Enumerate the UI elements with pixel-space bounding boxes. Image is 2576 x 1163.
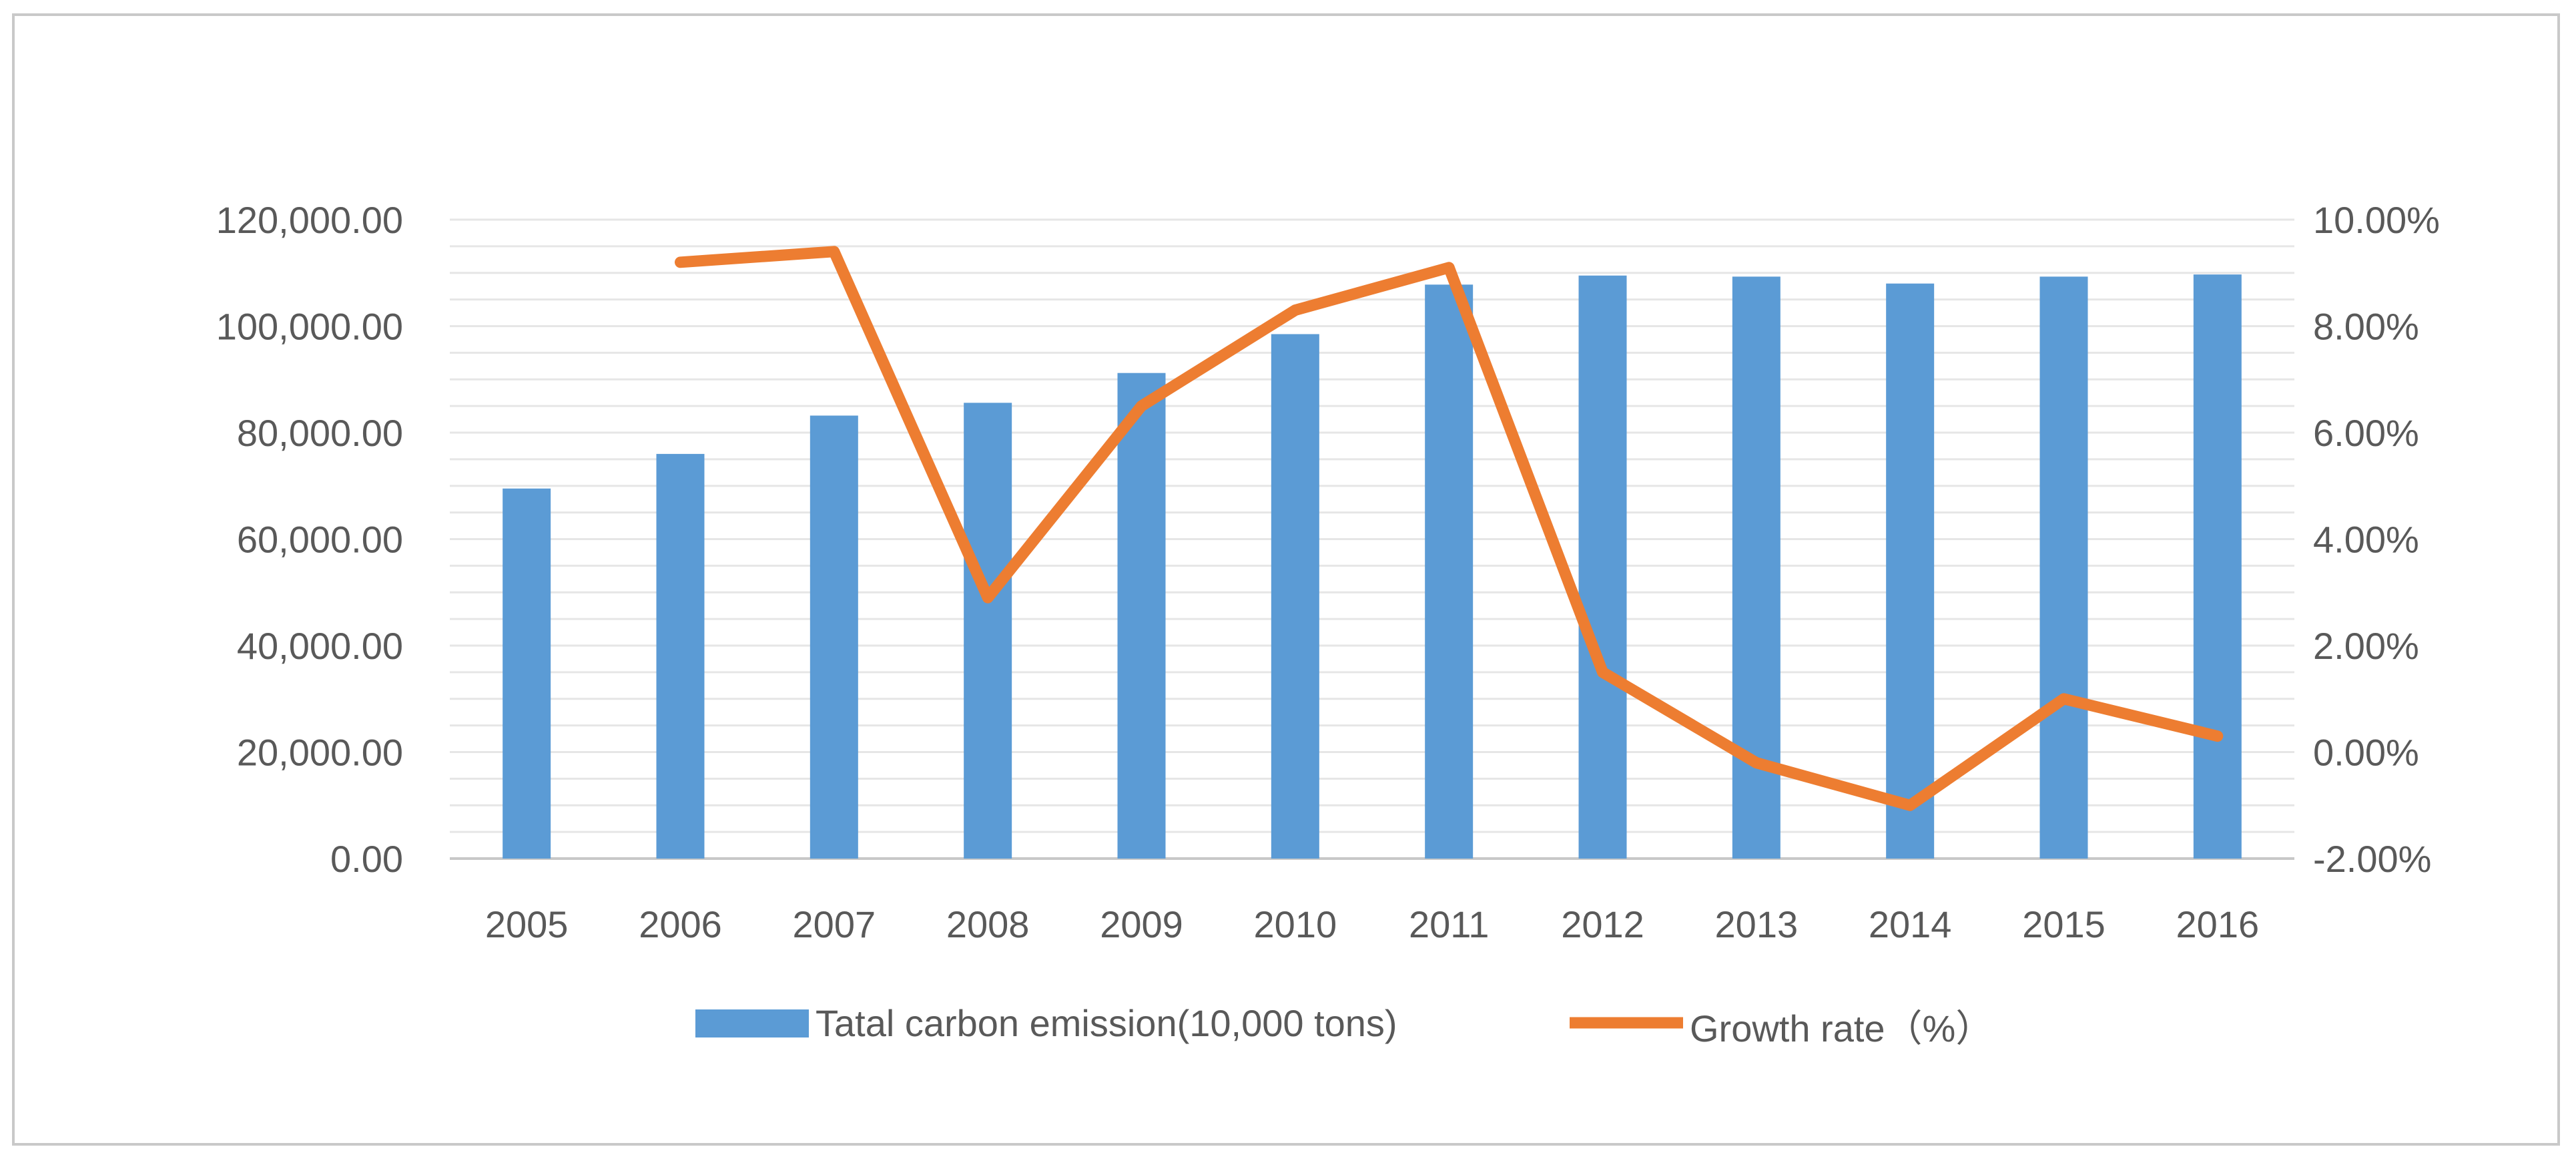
y-right-tick-label: 10.00% [2313, 199, 2440, 241]
chart-frame: 0.00 20,000.00 40,000.00 60,000.00 80,000.00… [12, 13, 2560, 1146]
y-left-tick-label: 40,000.00 [237, 625, 403, 667]
x-tick-label: 2015 [2022, 903, 2106, 945]
bar-2012 [1578, 275, 1627, 859]
line-point-2009 [1141, 405, 1142, 407]
x-tick-label: 2005 [485, 903, 569, 945]
bar-2009 [1117, 373, 1166, 859]
bar-2010 [1271, 334, 1319, 859]
bar-2016 [2193, 274, 2242, 859]
y-left-tick-label: 100,000.00 [216, 306, 403, 348]
line-series [675, 246, 2224, 811]
combo-chart: 0.00 20,000.00 40,000.00 60,000.00 80,000.00… [216, 199, 2440, 1050]
bar-2006 [656, 453, 705, 859]
x-tick-label: 2008 [946, 903, 1030, 945]
x-tick-label: 2014 [1869, 903, 1952, 945]
gridlines [450, 218, 2294, 833]
bar-2007 [810, 415, 858, 859]
y-left-tick-label: 0.00 [330, 838, 403, 880]
y-right-tick-label: 2.00% [2313, 625, 2419, 667]
y-right-tick-label: 0.00% [2313, 732, 2419, 774]
x-tick-label: 2007 [793, 903, 876, 945]
x-tick-label: 2011 [1409, 903, 1489, 945]
legend-bar-label: Tatal carbon emission(10,000 tons) [816, 1002, 1397, 1044]
legend-line-label: Growth rate（%） [1690, 1007, 1993, 1050]
tick-labels: 0.00 20,000.00 40,000.00 60,000.00 80,000.00… [216, 199, 2440, 945]
bar-2005 [503, 488, 551, 859]
bar-2014 [1886, 283, 1935, 859]
bar-2011 [1425, 284, 1474, 859]
y-right-tick-label: 6.00% [2313, 412, 2419, 454]
bar-2008 [964, 403, 1012, 859]
line-point-2015 [2063, 698, 2064, 700]
line-point-2014 [1909, 804, 1911, 806]
line-point-2011 [1448, 267, 1450, 268]
y-left-tick-label: 120,000.00 [216, 199, 403, 241]
x-tick-label: 2009 [1100, 903, 1183, 945]
bar-series [503, 274, 2242, 859]
y-left-tick-label: 80,000.00 [237, 412, 403, 454]
legend: Tatal carbon emission(10,000 tons) Growt… [695, 1002, 1993, 1050]
x-tick-label: 2016 [2176, 903, 2260, 945]
y-right-tick-label: 4.00% [2313, 519, 2419, 561]
x-tick-label: 2006 [639, 903, 722, 945]
legend-bar-swatch [695, 1009, 809, 1037]
y-left-tick-label: 20,000.00 [237, 732, 403, 774]
y-left-tick-label: 60,000.00 [237, 519, 403, 561]
y-right-tick-label: -2.00% [2313, 838, 2431, 880]
x-tick-label: 2012 [1561, 903, 1644, 945]
x-tick-label: 2013 [1715, 903, 1799, 945]
bar-2015 [2039, 276, 2088, 859]
y-right-tick-label: 8.00% [2313, 306, 2419, 348]
x-tick-label: 2010 [1254, 903, 1337, 945]
